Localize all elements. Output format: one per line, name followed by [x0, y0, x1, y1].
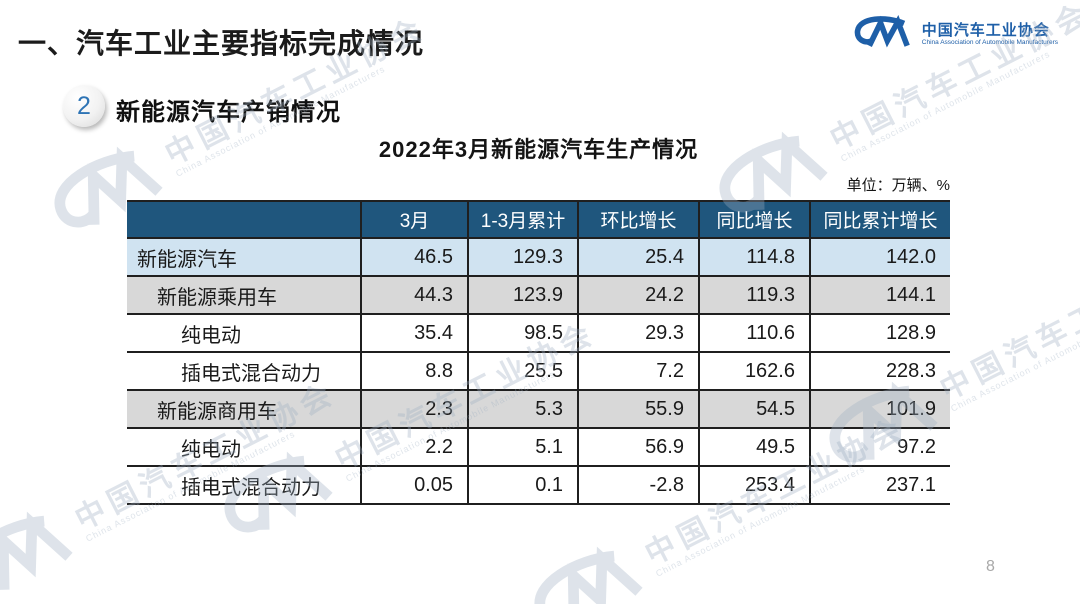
table-row: 新能源乘用车 44.3 123.9 24.2 119.3 144.1	[127, 275, 950, 315]
value-cell: 35.4	[360, 313, 468, 353]
value-cell: 144.1	[809, 275, 950, 315]
value-cell: 5.3	[467, 389, 578, 429]
value-cell: 54.5	[698, 389, 810, 429]
value-cell: 2.3	[360, 389, 468, 429]
unit-label: 单位：万辆、%	[846, 177, 950, 194]
watermark-cm-icon	[517, 532, 658, 604]
value-cell: 46.5	[360, 237, 468, 277]
row-label: 新能源乘用车	[127, 275, 361, 315]
value-cell: 24.2	[577, 275, 699, 315]
value-cell: 142.0	[809, 237, 950, 277]
column-header: 同比累计增长	[809, 200, 950, 239]
value-cell: 29.3	[577, 313, 699, 353]
table-row: 纯电动 35.4 98.5 29.3 110.6 128.9	[127, 313, 950, 353]
value-cell: 128.9	[809, 313, 950, 353]
page-number: 8	[986, 558, 995, 575]
value-cell: 56.9	[577, 427, 699, 467]
table-row: 插电式混合动力 8.8 25.5 7.2 162.6 228.3	[127, 351, 950, 391]
table-row: 新能源商用车 2.3 5.3 55.9 54.5 101.9	[127, 389, 950, 429]
value-cell: 162.6	[698, 351, 810, 391]
row-label: 新能源汽车	[127, 237, 361, 277]
value-cell: 101.9	[809, 389, 950, 429]
value-cell: 44.3	[360, 275, 468, 315]
column-header	[127, 200, 361, 239]
row-label: 插电式混合动力	[127, 351, 361, 391]
value-cell: 0.05	[360, 465, 468, 505]
value-cell: 110.6	[698, 313, 810, 353]
cam-logo-icon	[852, 14, 914, 54]
value-cell: 8.8	[360, 351, 468, 391]
logo-name-en: China Association of Automobile Manufact…	[921, 38, 1058, 46]
logo-name-cn: 中国汽车工业协会	[921, 21, 1050, 39]
value-cell: 7.2	[577, 351, 699, 391]
section-number: 2	[77, 91, 91, 120]
row-label: 新能源商用车	[127, 389, 361, 429]
watermark-cm-icon	[0, 497, 87, 604]
value-cell: 2.2	[360, 427, 468, 467]
value-cell: 25.5	[467, 351, 578, 391]
value-cell: 97.2	[809, 427, 950, 467]
value-cell: 129.3	[467, 237, 578, 277]
value-cell: 119.3	[698, 275, 810, 315]
value-cell: 0.1	[467, 465, 578, 505]
section-number-badge: 2	[63, 85, 105, 127]
value-cell: 253.4	[698, 465, 810, 505]
column-header: 1-3月累计	[467, 200, 578, 239]
table-row: 插电式混合动力 0.05 0.1 -2.8 253.4 237.1	[127, 465, 950, 505]
column-header: 3月	[360, 200, 468, 239]
value-cell: 25.4	[577, 237, 699, 277]
watermark-text-en: China Association of Automobile Manufact…	[949, 299, 1080, 414]
value-cell: 49.5	[698, 427, 810, 467]
production-table: 3月 1-3月累计 环比增长 同比增长 同比累计增长 新能源汽车 46.5 129.3 25.…	[127, 200, 950, 505]
row-label: 纯电动	[127, 427, 361, 467]
cam-logo-text: 中国汽车工业协会 China Association of Automobile…	[922, 22, 1058, 47]
page-title: 一、汽车工业主要指标完成情况	[18, 28, 425, 59]
row-label: 插电式混合动力	[127, 465, 361, 505]
table-row: 纯电动 2.2 5.1 56.9 49.5 97.2	[127, 427, 950, 467]
table-header: 3月 1-3月累计 环比增长 同比增长 同比累计增长	[127, 200, 950, 239]
watermark-text-cn: 中国汽车工业协会	[934, 245, 1080, 407]
row-label: 纯电动	[127, 313, 361, 353]
value-cell: -2.8	[577, 465, 699, 505]
value-cell: 123.9	[467, 275, 578, 315]
table-title: 2022年3月新能源汽车生产情况	[378, 137, 699, 162]
column-header: 环比增长	[577, 200, 699, 239]
value-cell: 55.9	[577, 389, 699, 429]
value-cell: 114.8	[698, 237, 810, 277]
value-cell: 98.5	[467, 313, 578, 353]
table-row: 新能源汽车 46.5 129.3 25.4 114.8 142.0	[127, 237, 950, 277]
value-cell: 228.3	[809, 351, 950, 391]
value-cell: 237.1	[809, 465, 950, 505]
cam-logo: 中国汽车工业协会 China Association of Automobile…	[852, 14, 1058, 54]
value-cell: 5.1	[467, 427, 578, 467]
column-header: 同比增长	[698, 200, 810, 239]
section-label: 新能源汽车产销情况	[116, 99, 341, 126]
table-body: 新能源汽车 46.5 129.3 25.4 114.8 142.0 新能源乘用车 44.3 12…	[127, 237, 950, 505]
